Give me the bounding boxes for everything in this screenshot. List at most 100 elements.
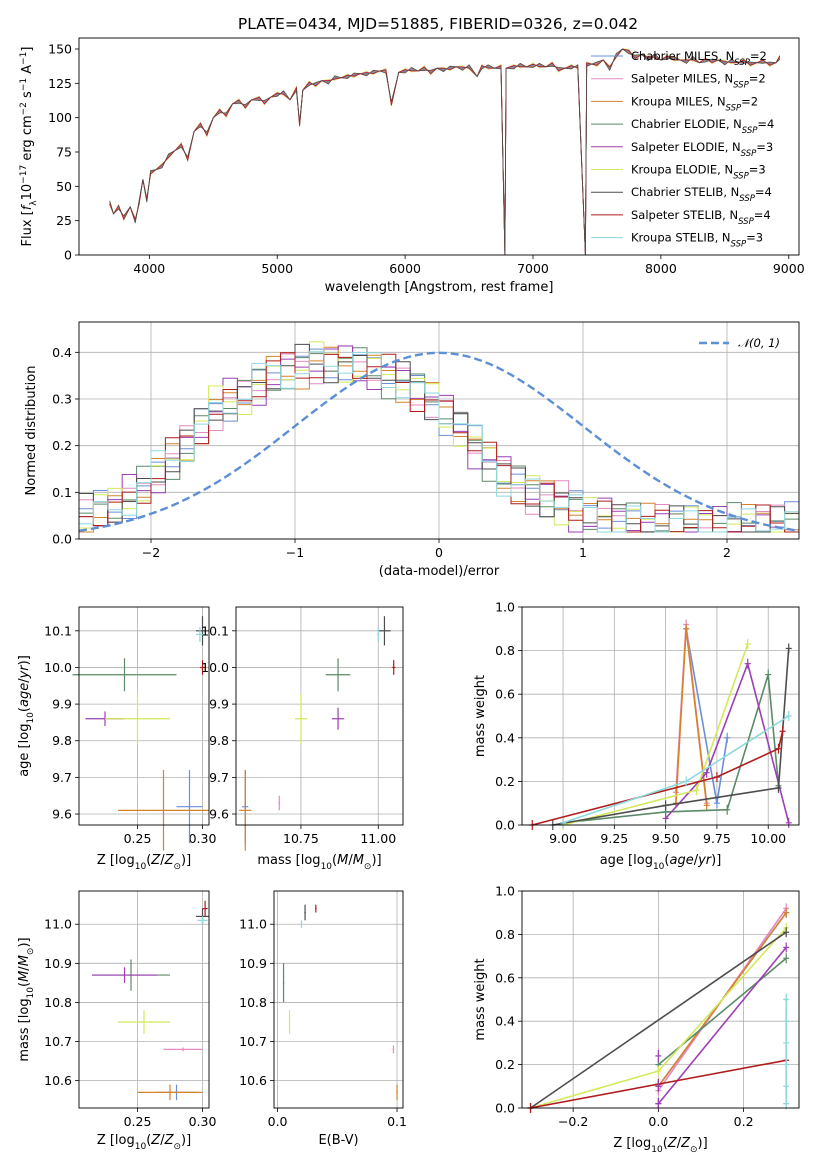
x-axis-label: wavelength [Angstrom, rest frame]: [325, 280, 554, 295]
legend-value: =2: [750, 49, 767, 63]
x-tick-label: 9.25: [600, 831, 628, 846]
histogram-step: [79, 351, 799, 533]
data-point: [204, 907, 206, 910]
y-tick-label: 0.8: [495, 643, 515, 658]
data-point: [392, 666, 395, 669]
x-tick-label: 9.75: [703, 831, 731, 846]
y-label-part: f: [20, 203, 35, 210]
label-part: Z: [164, 853, 175, 868]
data-point: [278, 802, 281, 804]
label-part: 10: [26, 987, 36, 999]
weight-line: [657, 946, 787, 1105]
data-point: [300, 923, 303, 926]
x-tick-label: 0.2: [734, 1114, 754, 1129]
axes-frame: [521, 890, 800, 1109]
y-tick-label: 0.4: [52, 345, 72, 360]
label-part: )]: [711, 853, 721, 868]
axes-frame: [273, 890, 404, 1109]
x-axis-label: (data-model)/error: [379, 564, 500, 579]
label-part: /: [694, 853, 699, 868]
label-part: /: [677, 1136, 682, 1151]
label-part: 10: [321, 862, 333, 872]
label-part: Z: [667, 1136, 678, 1151]
y-tick-label: 9.9: [209, 697, 229, 712]
data-point: [337, 673, 339, 676]
x-tick-label: 0: [435, 545, 443, 560]
weight-line: [562, 643, 749, 826]
x-tick-label: 9000: [773, 261, 805, 276]
x-tick-label: 6000: [389, 261, 421, 276]
label-part: )]: [181, 853, 191, 868]
data-point: [182, 1048, 184, 1051]
label-part: Z [log: [97, 853, 135, 868]
legend-label: Kroupa ELODIE, NSSP=3: [631, 163, 766, 182]
data-point: [315, 907, 317, 910]
y-label-part: −17: [19, 165, 29, 184]
y-tick-label: 150: [48, 41, 72, 56]
legend-text: Kroupa MILES, N: [631, 94, 726, 108]
legend-label: Salpeter ELODIE, NSSP=3: [631, 140, 773, 159]
data-point: [169, 1091, 171, 1094]
x-tick-label: 8000: [645, 261, 677, 276]
y-tick-label: 10.6: [239, 1073, 267, 1088]
label-part: (: [146, 1133, 151, 1148]
data-point: [304, 911, 306, 914]
label-part: Z: [680, 1136, 691, 1151]
label-part: ⊙: [26, 948, 36, 956]
y-tick-label: 0.4: [495, 1014, 515, 1029]
label-part: 10: [135, 862, 147, 872]
y-label-part: 10: [20, 184, 35, 201]
y-tick-label: 10.1: [201, 623, 229, 638]
legend-subscript: SSP: [742, 126, 758, 136]
axes-frame: [521, 606, 800, 826]
axes-frame: [78, 606, 210, 826]
y-tick-label: 11.0: [44, 917, 72, 932]
label-part: M: [17, 955, 32, 966]
legend-text: Salpeter STELIB, N: [631, 208, 738, 222]
legend-subscript: SSP: [734, 58, 750, 68]
x-tick-label: 9.50: [652, 831, 680, 846]
y-label-part: −2: [19, 102, 29, 115]
x-tick-label: −0.2: [558, 1114, 588, 1129]
data-point: [396, 1091, 398, 1094]
x-axis-label: mass [log10(M/M⊙)]: [257, 853, 381, 872]
legend-subscript: SSP: [733, 172, 749, 182]
legend-subscript: SSP: [741, 149, 757, 159]
label-part: /: [348, 853, 353, 868]
chart-title: PLATE=0434, MJD=51885, FIBERID=0326, z=0…: [238, 15, 638, 33]
label-part: )]: [17, 655, 32, 665]
data-point: [282, 982, 285, 984]
x-axis-label: Z [log10(Z/Z⊙)]: [97, 1133, 191, 1152]
y-tick-label: 0: [64, 248, 72, 263]
data-point: [201, 630, 204, 632]
label-part: /: [160, 853, 165, 868]
x-tick-label: 0.0: [268, 1114, 288, 1129]
legend-text: Kroupa STELIB, N: [631, 231, 731, 245]
y-label-part: λ: [29, 200, 39, 206]
label-part: Z: [164, 1133, 175, 1148]
x-tick-label: 4000: [133, 261, 165, 276]
x-tick-label: 10.00: [750, 831, 786, 846]
data-point: [143, 1021, 145, 1023]
data-point: [123, 974, 126, 976]
legend-subscript: SSP: [733, 81, 749, 91]
x-axis-label: Z [log10(Z/Z⊙)]: [613, 1136, 707, 1155]
x-tick-label: 0.0: [648, 1114, 668, 1129]
x-tick-label: 0.25: [124, 1114, 152, 1129]
label-part: mass [log: [17, 998, 32, 1061]
weight-line: [665, 661, 790, 823]
axes-frame: [78, 37, 800, 256]
data-point: [162, 809, 165, 812]
y-axis-label: Flux [fλ10−17 erg cm−2 s−1 A−1]: [19, 47, 39, 247]
x-tick-label: −1: [286, 545, 304, 560]
label-part: ⊙: [364, 862, 372, 872]
x-tick-label: 0.30: [189, 1114, 217, 1129]
legend-value: =4: [755, 185, 772, 199]
legend-subscript: SSP: [739, 194, 755, 204]
y-tick-label: 9.6: [209, 807, 229, 822]
x-tick-label: 10.75: [283, 831, 319, 846]
label-part: M: [337, 853, 348, 868]
label-part: (: [664, 853, 669, 868]
y-tick-label: 9.9: [52, 697, 72, 712]
y-axis-label: mass weight: [473, 958, 488, 1040]
